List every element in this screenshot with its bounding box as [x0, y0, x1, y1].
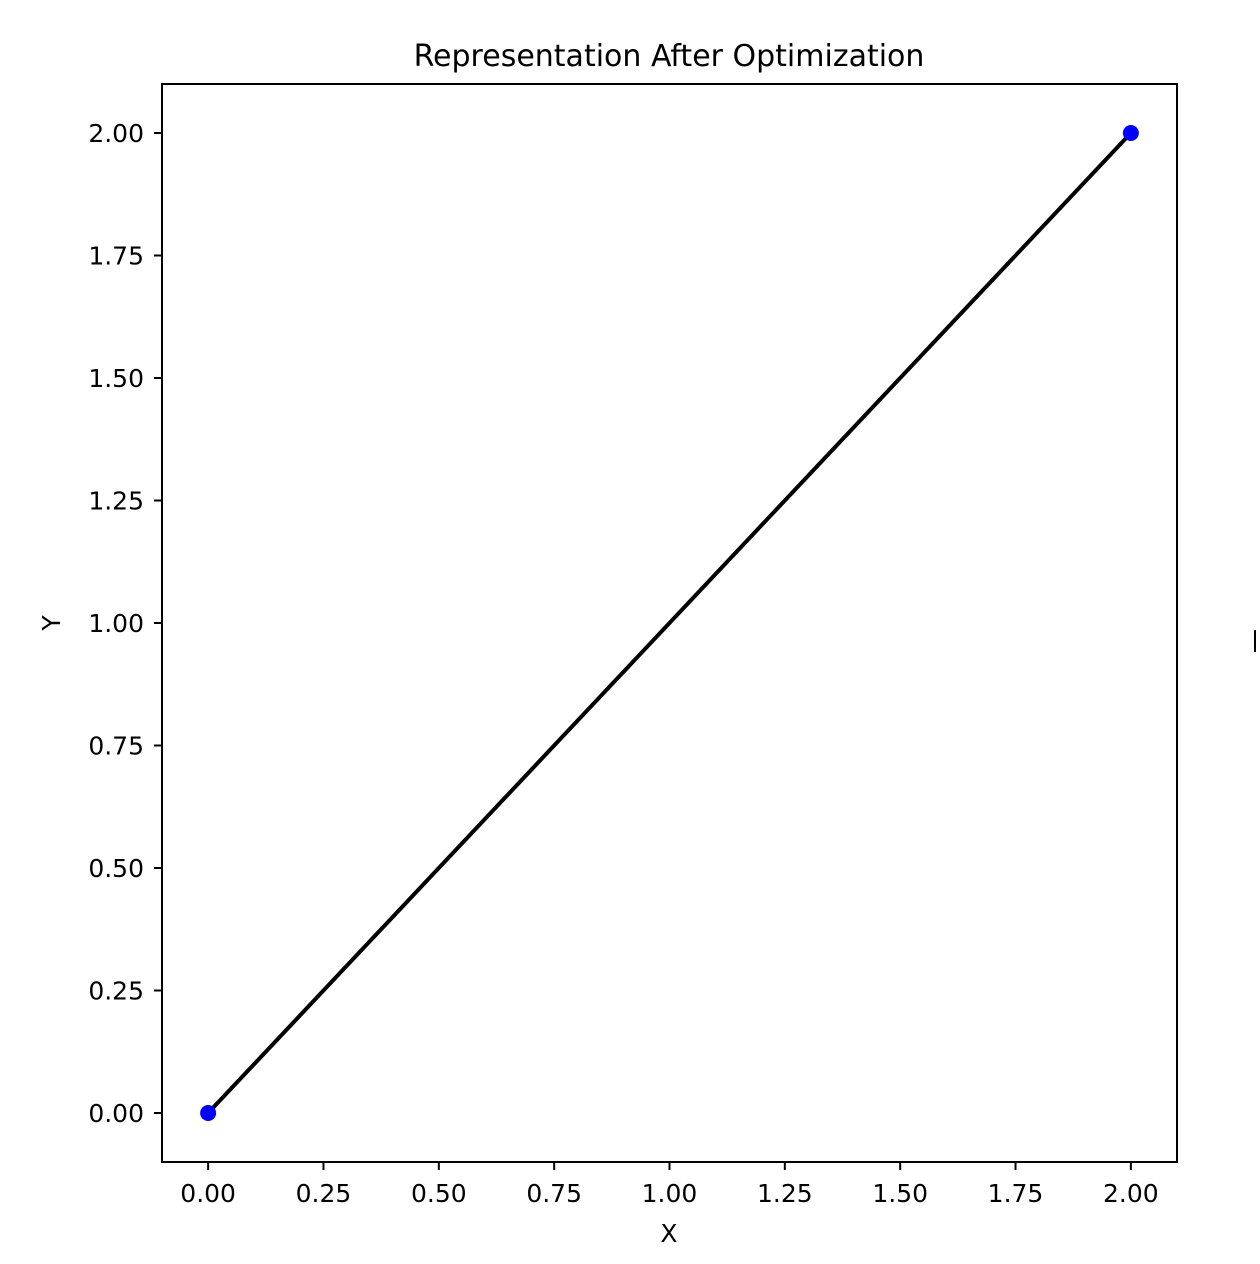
- series-line-0: [206, 131, 1133, 1115]
- chart-title: Representation After Optimization: [414, 39, 925, 74]
- data-point-0: [200, 1105, 217, 1121]
- plot-area: [200, 125, 1139, 1121]
- y-tick-label: 1.50: [88, 364, 144, 393]
- x-tick-label: 1.75: [988, 1179, 1044, 1208]
- x-tick-label: 2.00: [1103, 1179, 1159, 1208]
- x-tick-label: 0.00: [180, 1179, 236, 1208]
- x-tick-label: 1.00: [642, 1179, 698, 1208]
- y-ticks: 0.00 0.25 0.50 0.75 1.00 1.25 1.50 1.75 2.00: [88, 119, 162, 1128]
- x-ticks: 0.00 0.25 0.50 0.75 1.00 1.25 1.50 1.75 2.00: [180, 1162, 1159, 1208]
- x-axis-label: X: [660, 1219, 677, 1248]
- y-tick-label: 0.75: [88, 732, 144, 761]
- y-tick-label: 1.25: [88, 487, 144, 516]
- y-tick-label: 0.00: [88, 1099, 144, 1128]
- y-tick-label: 1.75: [88, 242, 144, 271]
- y-tick-label: 1.00: [88, 609, 144, 638]
- x-tick-label: 0.25: [296, 1179, 352, 1208]
- x-tick-label: 0.75: [526, 1179, 582, 1208]
- x-tick-label: 1.50: [872, 1179, 928, 1208]
- y-tick-label: 0.25: [88, 977, 144, 1006]
- x-tick-label: 1.25: [757, 1179, 813, 1208]
- y-axis-label: Y: [37, 615, 66, 632]
- y-tick-label: 2.00: [88, 119, 144, 148]
- data-point-1: [1122, 125, 1139, 141]
- right-panel-edge: [1254, 630, 1256, 652]
- y-tick-label: 0.50: [88, 854, 144, 883]
- x-tick-label: 0.50: [411, 1179, 467, 1208]
